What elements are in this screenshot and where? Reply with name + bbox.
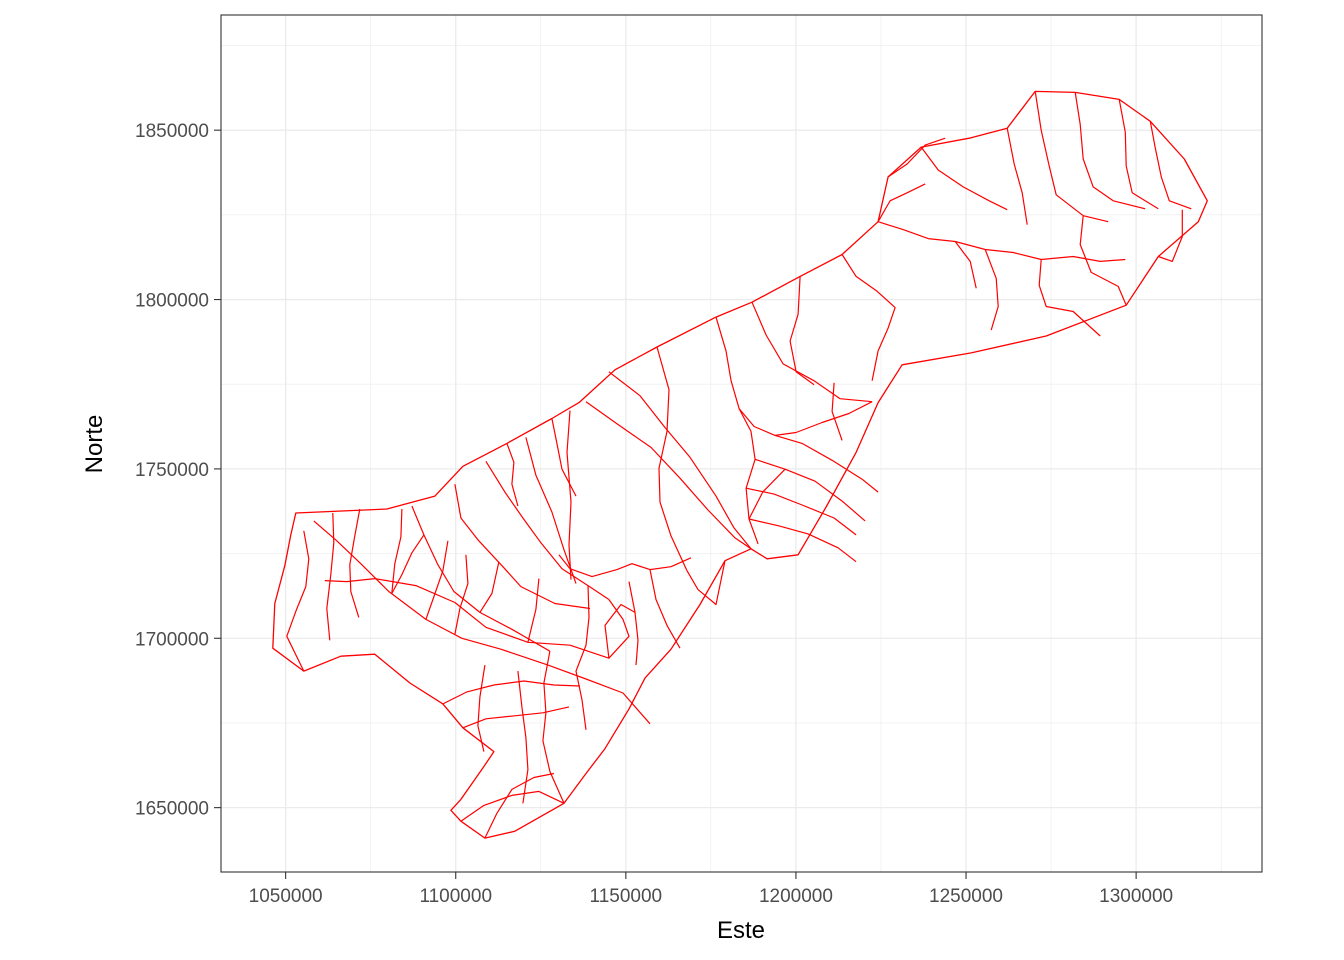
x-tick-label-3: 1200000 xyxy=(759,886,833,907)
subregion-boundary-48 xyxy=(484,772,555,839)
subregion-boundary-53 xyxy=(920,146,1008,211)
subregion-boundary-38 xyxy=(479,561,500,613)
subregion-boundary-34 xyxy=(326,512,335,641)
gridlines xyxy=(221,15,1262,872)
subregion-boundary-59 xyxy=(748,468,786,520)
subregion-boundary-7 xyxy=(608,371,752,550)
x-tick-label-1: 1100000 xyxy=(419,886,492,907)
subregion-boundary-32 xyxy=(391,508,403,594)
subregion-boundary-49 xyxy=(462,706,570,729)
subregion-boundary-12 xyxy=(795,401,873,434)
y-tick-label-2: 1750000 xyxy=(135,460,209,481)
subregion-boundary-40 xyxy=(575,585,590,730)
region-outline xyxy=(272,90,1208,839)
subregion-boundary-45 xyxy=(477,665,486,752)
subregion-boundary-22 xyxy=(877,221,977,289)
subregion-boundary-15 xyxy=(754,458,866,522)
subregion-boundary-35 xyxy=(286,530,310,672)
subregion-boundary-54 xyxy=(831,382,843,441)
subregion-boundary-51 xyxy=(551,418,577,497)
subregion-boundary-3 xyxy=(454,484,591,610)
subregion-boundary-5 xyxy=(525,437,577,584)
x-tick-label-4: 1250000 xyxy=(929,886,1003,907)
subregion-boundary-11 xyxy=(774,434,879,493)
y-tick-label-0: 1650000 xyxy=(135,799,209,820)
subregion-boundary-17 xyxy=(745,487,857,536)
subregion-boundary-39 xyxy=(527,578,540,643)
subregion-boundary-21 xyxy=(887,137,946,178)
x-axis-title: Este xyxy=(717,917,765,944)
subregion-boundary-52 xyxy=(506,443,519,507)
subregion-boundary-9 xyxy=(656,346,688,571)
subregion-boundary-19 xyxy=(841,254,896,381)
subregion-boundary-44 xyxy=(517,671,529,804)
subregion-boundary-25 xyxy=(1034,91,1109,223)
subregion-boundary-57 xyxy=(391,534,425,594)
axes: 1050000 1100000 1150000 1200000 1250000 13000… xyxy=(135,121,1173,907)
subregion-boundary-26 xyxy=(1074,92,1146,210)
subregion-boundary-46 xyxy=(542,651,565,804)
subregion-boundary-8 xyxy=(585,401,752,550)
subregion-boundary-20 xyxy=(877,183,926,222)
subregion-boundary-18 xyxy=(789,276,815,386)
subregion-boundary-36 xyxy=(425,540,449,620)
subregion-boundary-16 xyxy=(748,518,857,563)
x-tick-label-5: 1300000 xyxy=(1099,886,1173,907)
subregion-boundary-24 xyxy=(1006,128,1028,225)
subregion-boundary-0 xyxy=(313,520,651,725)
subregion-boundary-27 xyxy=(1118,99,1159,210)
subregion-boundary-28 xyxy=(1149,121,1192,210)
panel-background xyxy=(221,15,1262,872)
subregion-boundary-41 xyxy=(628,581,639,666)
subregion-boundary-56 xyxy=(604,599,636,659)
subregion-boundary-37 xyxy=(454,554,469,635)
subregion-boundary-6 xyxy=(566,410,572,580)
y-axis-title: Norte xyxy=(81,415,108,474)
subregion-boundary-1 xyxy=(324,577,610,659)
y-tick-label-3: 1800000 xyxy=(135,291,209,312)
subregion-boundary-14 xyxy=(738,408,759,545)
subregion-boundary-33 xyxy=(349,508,361,618)
subregion-boundary-31 xyxy=(1079,215,1127,306)
x-tick-label-0: 1050000 xyxy=(249,886,323,907)
x-tick-label-2: 1150000 xyxy=(590,886,663,907)
panel-border xyxy=(220,14,1263,873)
subregion-boundary-47 xyxy=(460,790,565,822)
subregion-boundary-42 xyxy=(649,569,681,649)
map-boundaries xyxy=(272,90,1208,839)
subregion-boundary-29 xyxy=(1038,259,1101,337)
subregion-boundary-13 xyxy=(751,301,873,403)
subregion-boundary-43 xyxy=(558,554,692,578)
y-tick-label-4: 1850000 xyxy=(135,121,209,142)
subregion-boundary-55 xyxy=(686,560,726,606)
subregion-boundary-50 xyxy=(442,680,581,705)
subregion-boundary-58 xyxy=(1158,209,1183,262)
y-tick-label-1: 1700000 xyxy=(135,629,209,650)
subregion-boundary-30 xyxy=(984,249,999,331)
